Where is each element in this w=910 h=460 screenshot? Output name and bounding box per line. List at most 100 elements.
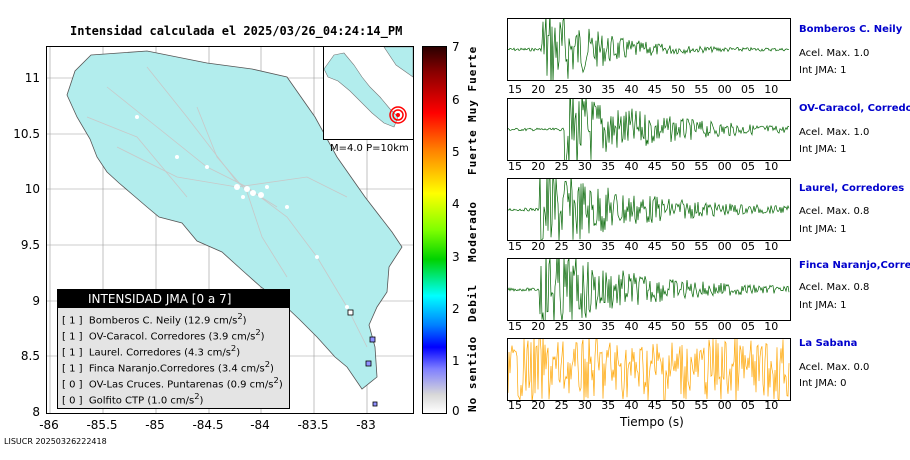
colorbar-tick: 0 [452,404,460,418]
seismogram-trace [508,259,790,320]
legend-exp: 2 [194,391,200,401]
legend-value: (3.9 cm/s [208,331,256,343]
time-tick: 40 [624,160,639,173]
station-acel: Acel. Max. 0.0 [799,362,870,373]
costa-rica-map [47,47,413,413]
time-tick: 20 [531,83,546,96]
time-tick: 45 [647,83,662,96]
legend-intensity: [ 1 ] [62,315,83,327]
time-tick: 35 [601,160,616,173]
legend-row: [ 1 ] Finca Naranjo.Corredores (3.4 cm/s… [58,356,289,375]
time-tick: 50 [671,320,686,333]
magnitude-depth-label: M=4.0 P=10km [330,143,409,154]
waveform-panel [507,98,791,161]
time-axis: 15 20 25 30 35 40 45 50 55 00 05 10 [507,399,791,413]
seismogram-trace [508,99,790,160]
time-tick: 00 [717,240,732,253]
epicenter-icon [389,106,407,124]
time-tick: 25 [554,83,569,96]
time-tick: 30 [577,83,592,96]
time-tick: 30 [577,399,592,412]
lat-tick: 8.5 [20,349,40,363]
legend-station: OV-Las Cruces. Puntarenas [88,379,224,391]
time-tick: 05 [741,83,755,96]
time-tick: 50 [671,160,686,173]
time-tick: 25 [554,399,569,412]
legend-exp: 2 [230,343,237,353]
colorbar-tick: 7 [452,40,460,54]
legend-row: [ 1 ] Laurel. Corredores (4.3 cm/s2) [58,340,289,359]
time-tick: 15 [508,399,522,412]
legend-title: INTENSIDAD JMA [0 a 7] [58,290,289,308]
time-tick: 45 [647,160,662,173]
time-tick: 55 [694,83,709,96]
time-tick: 00 [717,160,732,173]
time-tick: 05 [741,399,755,412]
waveform-panel [507,258,791,321]
legend-value: (1.0 cm/s [147,395,195,407]
time-tick: 00 [717,320,732,333]
lon-tick: -84 [250,418,270,432]
legend-row: [ 0 ] Golfito CTP (1.0 cm/s2) [58,388,289,407]
lon-tick: -83 [356,418,376,432]
legend-close: ) [270,363,274,375]
time-tick: 35 [601,399,616,412]
waveform [508,99,790,160]
time-tick: 20 [531,320,546,333]
time-tick: 40 [624,320,639,333]
station-name[interactable]: Finca Naranjo,Corredores [799,260,910,271]
legend-value: (0.9 cm/s [226,379,274,391]
waveform [508,339,790,400]
time-tick: 00 [717,399,732,412]
legend-close: ) [236,347,241,359]
time-axis: 15 20 25 30 35 40 45 50 55 00 05 10 [507,240,791,254]
time-tick: 40 [624,240,639,253]
event-id: LISUCR 20250326222418 [4,437,107,446]
legend-station: Laurel. Corredores [88,347,181,359]
time-tick: 15 [508,160,522,173]
lon-tick: -86 [39,418,59,432]
time-axis-label: Tiempo (s) [620,415,684,429]
time-tick: 40 [624,83,639,96]
waveform [508,19,789,80]
colorbar-word: Moderado [466,201,479,262]
time-tick: 55 [694,240,709,253]
legend-intensity: [ 0 ] [62,395,83,407]
map-title: Intensidad calculada el 2025/03/26_04:24… [70,24,403,38]
station-name[interactable]: La Sabana [799,338,858,349]
legend-close: ) [278,379,283,391]
station-int: Int JMA: 1 [799,65,847,76]
seismogram-trace [508,19,789,80]
station-int: Int JMA: 0 [799,378,847,389]
lat-tick: 10 [24,182,40,196]
station-acel: Acel. Max. 0.8 [799,282,870,293]
waveform [508,179,790,240]
legend-close: ) [260,331,265,343]
legend-value: (4.3 cm/s [184,347,231,359]
station-name[interactable]: Laurel, Corredores [799,183,905,194]
intensity-legend: INTENSIDAD JMA [0 a 7] [ 1 ] Bomberos C.… [57,289,290,409]
legend-close: ) [242,315,247,327]
time-axis: 15 20 25 30 35 40 45 50 55 00 05 10 [507,320,791,334]
time-tick: 15 [508,240,522,253]
legend-intensity: [ 1 ] [62,363,83,375]
lat-tick: 8 [32,405,40,419]
time-tick: 55 [694,399,709,412]
time-tick: 10 [764,160,779,173]
lat-tick: 11 [24,71,40,85]
colorbar-tick: 1 [452,354,460,368]
colorbar-tick: 2 [452,302,460,316]
seismogram-trace [508,339,790,400]
time-tick: 30 [577,240,592,253]
time-axis: 15 20 25 30 35 40 45 50 55 00 05 10 [507,83,791,97]
station-int: Int JMA: 1 [799,144,847,155]
station-name[interactable]: Bomberos C. Neily [799,24,903,35]
lon-tick: -84.5 [192,418,224,432]
time-tick: 05 [741,160,755,173]
time-tick: 05 [741,240,755,253]
time-tick: 10 [764,399,779,412]
time-tick: 25 [554,320,569,333]
lon-tick: -85 [145,418,165,432]
lat-tick: 9.5 [20,238,40,252]
station-name[interactable]: OV-Caracol, Corredores [799,103,910,114]
